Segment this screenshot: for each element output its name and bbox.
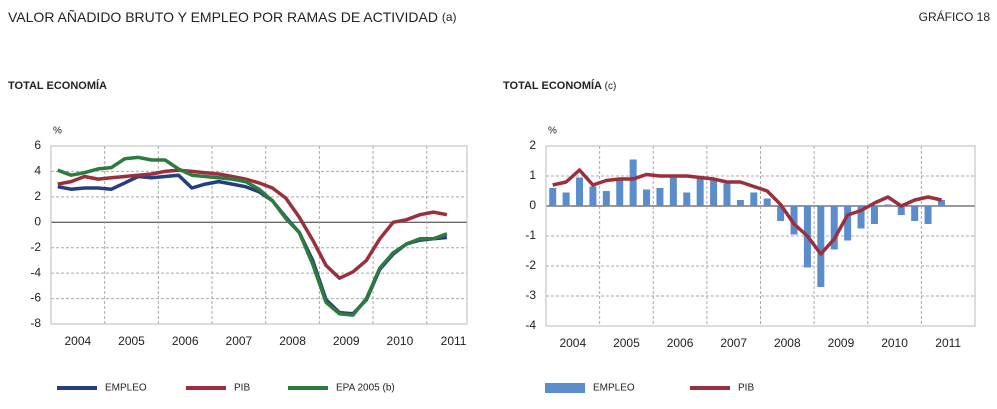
legend-swatch: [545, 383, 585, 393]
y-tick-label: 1: [529, 168, 536, 182]
plot-frame: [50, 145, 468, 325]
legend-label: EMPLEO: [593, 383, 635, 394]
y-tick-label: 2: [529, 138, 536, 152]
bar: [616, 177, 624, 206]
bar: [884, 204, 892, 206]
legend-label: EMPLEO: [105, 383, 147, 394]
x-tick-label: 2006: [667, 336, 694, 350]
x-tick-label: 2004: [64, 334, 91, 348]
y-axis-label: %: [548, 126, 557, 137]
bar: [830, 206, 838, 250]
bar: [710, 180, 718, 206]
bar: [723, 183, 731, 206]
y-tick-label: -6: [30, 291, 41, 305]
y-tick-label: -2: [30, 240, 41, 254]
bar: [683, 192, 691, 206]
bar: [857, 206, 865, 229]
x-tick-label: 2007: [720, 336, 747, 350]
x-tick-label: 2006: [172, 334, 199, 348]
bar: [656, 188, 664, 206]
bar: [643, 189, 651, 206]
y-tick-label: -8: [30, 316, 41, 330]
bar: [911, 206, 919, 221]
bar: [736, 200, 744, 206]
bar: [870, 206, 878, 224]
x-tick-label: 2008: [774, 336, 801, 350]
line: [57, 155, 448, 317]
x-tick-label: 2009: [828, 336, 855, 350]
bar: [897, 206, 905, 215]
legend-label: PIB: [738, 383, 754, 394]
y-tick-label: 4: [34, 164, 41, 178]
bar: [602, 191, 610, 206]
plot-frame: [545, 145, 976, 327]
y-tick-label: -2: [525, 258, 536, 272]
bar: [924, 206, 932, 224]
title-text: VALOR AÑADIDO BRUTO Y EMPLEO POR RAMAS D…: [8, 9, 438, 25]
chart-title-text: TOTAL ECONOMÍA: [503, 79, 602, 92]
figure-number: GRÁFICO 18: [919, 9, 991, 24]
y-axis-label: %: [53, 126, 62, 137]
y-tick-label: -1: [525, 228, 536, 242]
bar: [576, 177, 584, 206]
legend-label: PIB: [234, 383, 250, 394]
line: [57, 168, 448, 280]
x-tick-label: 2005: [118, 334, 145, 348]
bar: [937, 200, 945, 206]
bar: [589, 186, 597, 206]
x-tick-label: 2010: [881, 336, 908, 350]
x-tick-label: 2008: [279, 334, 306, 348]
chart-title-text: TOTAL ECONOMÍA: [8, 79, 107, 92]
x-tick-label: 2010: [387, 334, 414, 348]
x-tick-label: 2005: [613, 336, 640, 350]
x-tick-label: 2009: [333, 334, 360, 348]
x-tick-label: 2004: [559, 336, 586, 350]
x-tick-label: 2007: [226, 334, 253, 348]
y-tick-label: 6: [34, 138, 41, 152]
bar: [777, 206, 785, 221]
y-tick-label: -4: [525, 318, 536, 332]
y-tick-label: 2: [34, 189, 41, 203]
y-tick-label: 0: [529, 198, 536, 212]
bar: [549, 188, 557, 206]
title-note: (a): [442, 10, 457, 24]
y-tick-label: 0: [34, 214, 41, 228]
page-title: VALOR AÑADIDO BRUTO Y EMPLEO POR RAMAS D…: [8, 9, 457, 25]
x-tick-label: 2011: [441, 334, 467, 348]
chart-title-note: (c): [605, 81, 617, 92]
bar: [844, 206, 852, 241]
chart-title: TOTAL ECONOMÍA (c): [503, 79, 616, 92]
bar: [562, 192, 570, 206]
bar: [629, 159, 637, 206]
y-tick-label: -4: [30, 265, 41, 279]
legend-label: EPA 2005 (b): [336, 383, 395, 394]
bar: [763, 198, 771, 206]
bar: [696, 177, 704, 206]
line: [552, 168, 942, 256]
x-tick-label: 2011: [935, 336, 961, 350]
bar: [750, 192, 758, 206]
bar: [790, 206, 798, 235]
bar: [817, 206, 825, 287]
y-tick-label: -3: [525, 288, 536, 302]
chart-title: TOTAL ECONOMÍA: [8, 79, 107, 92]
bar: [669, 176, 677, 206]
